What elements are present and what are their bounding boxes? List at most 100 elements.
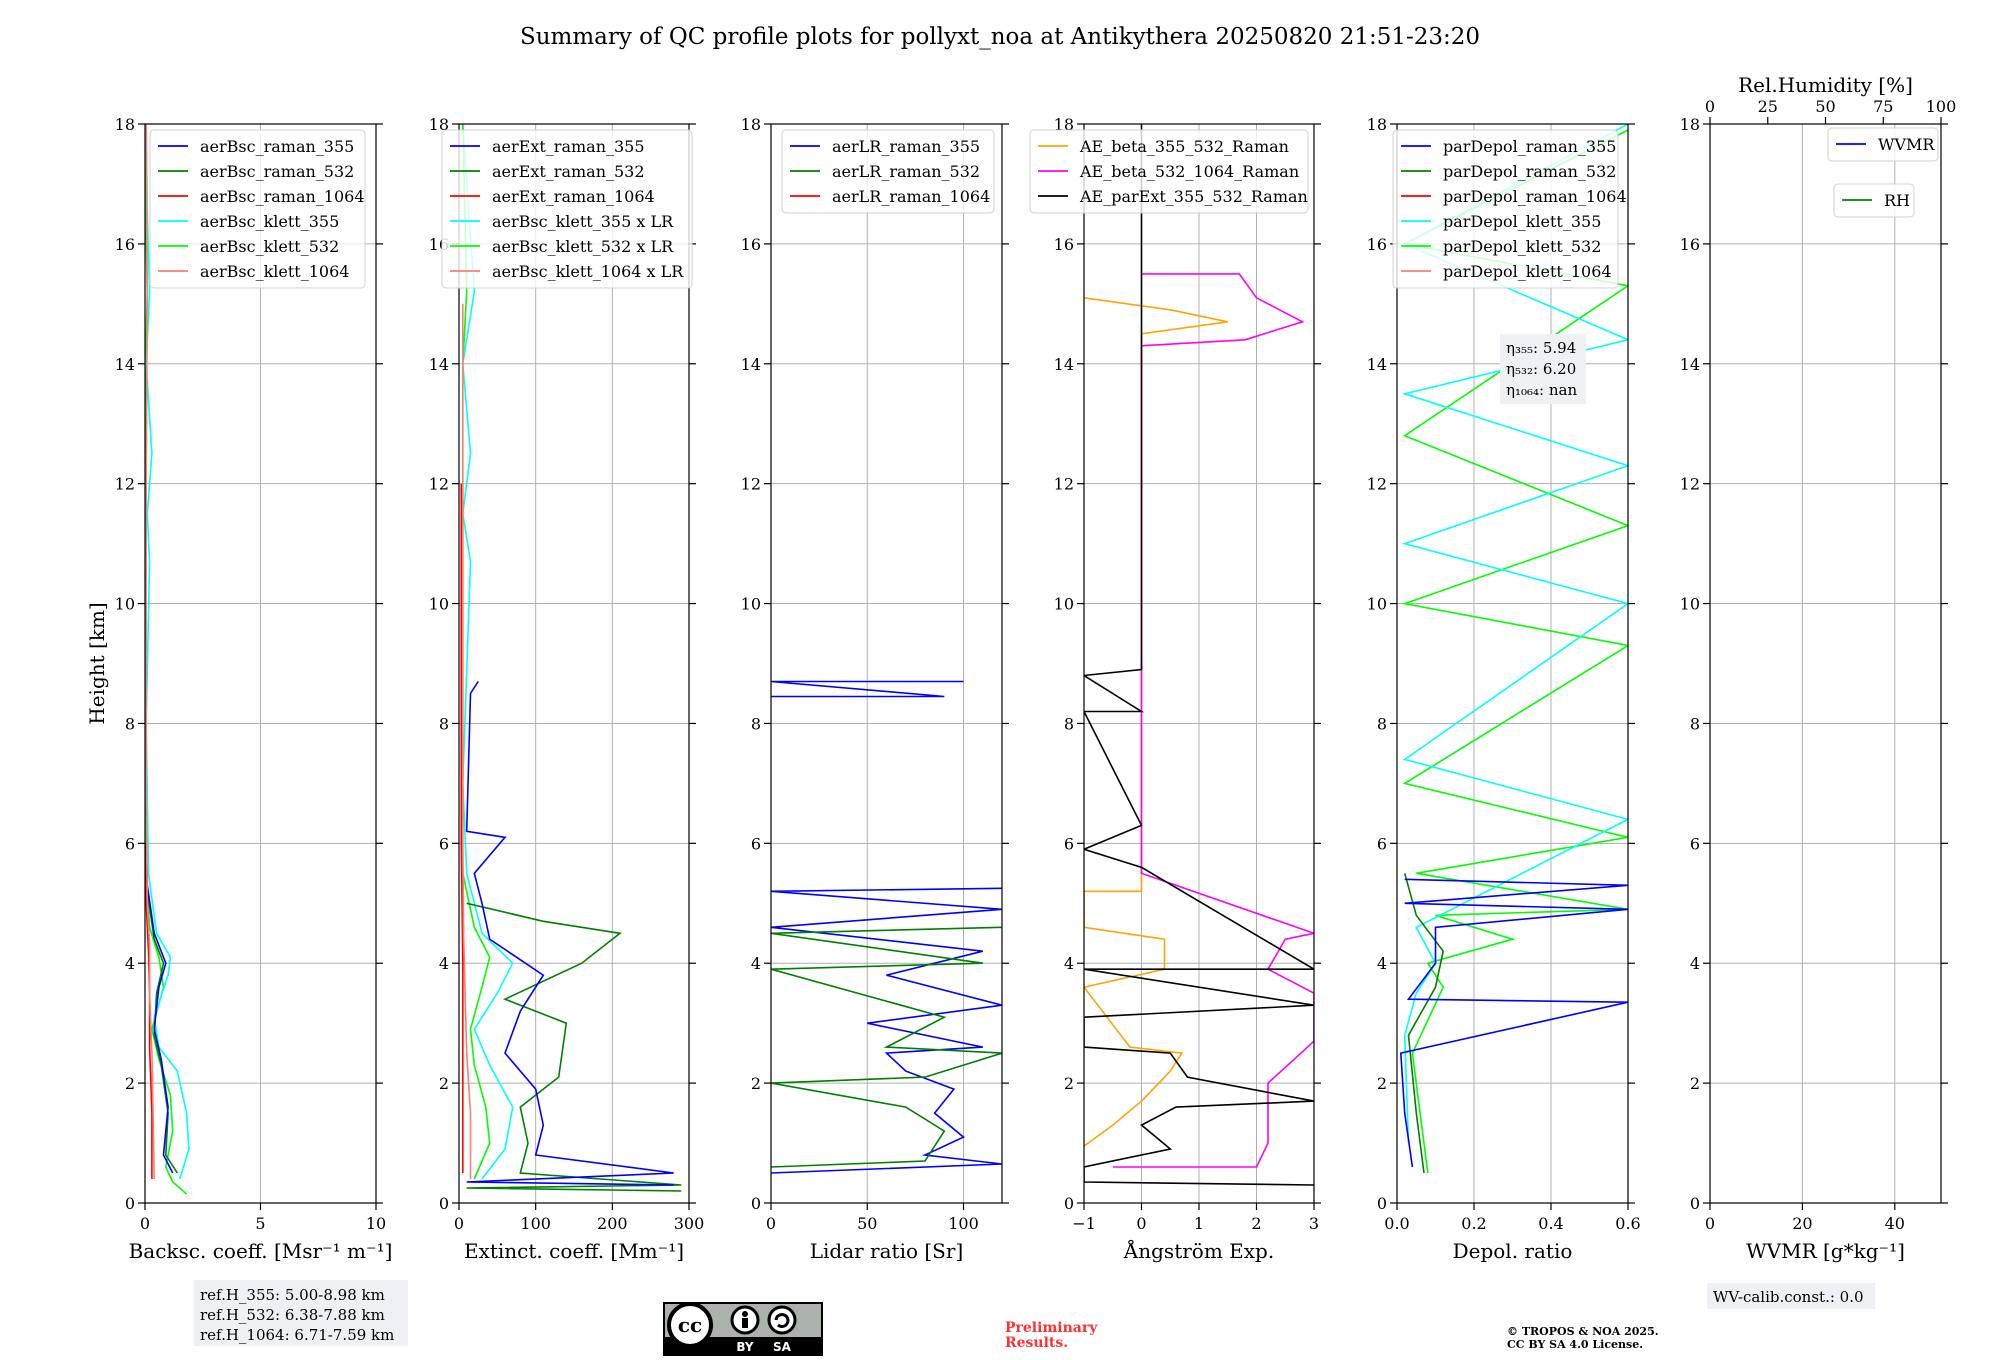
top-x-tick-label: 0 [1705,97,1715,116]
y-tick-label: 2 [751,1074,761,1093]
y-tick-label: 2 [1690,1074,1700,1093]
legend-box [441,129,693,289]
series-line-aerLR_raman_532 [771,926,1002,1168]
x-tick-label: 0.6 [1615,1214,1640,1233]
legend-wvmr: WVMR [1827,127,1939,162]
chart-panel-1: 0 2 4 6 8 10 12 14 16 18 0 5 10 Backsc. coeff. [Msr⁻¹… [85,115,392,1263]
y-tick-label: 14 [1680,355,1700,374]
series-group [1399,124,1628,1174]
y-tick-label: 4 [751,954,761,973]
x-tick-label: 0.0 [1384,1214,1409,1233]
ref-height-1064: ref.H_1064: 6.71-7.59 km [200,1326,394,1344]
y-tick-label: 12 [1680,475,1700,494]
legend-label: aerBsc_raman_532 [200,162,354,181]
series-line-aerBsc_klett_355 x LR [461,124,514,1180]
y-tick-label: 14 [115,355,135,374]
y-tick-label: 2 [1064,1074,1074,1093]
eta-text: η₅₃₂: 6.20 [1506,360,1576,378]
y-tick-label: 16 [741,235,761,254]
legend-label: aerBsc_raman_1064 [200,187,365,206]
legend-label: AE_beta_355_532_Raman [1079,137,1289,156]
y-tick-label: 8 [439,714,449,733]
legend-label: aerBsc_klett_355 [200,212,339,231]
y-tick-label: 12 [1367,475,1387,494]
y-tick-label: 8 [125,714,135,733]
top-x-tick-label: 50 [1815,97,1835,116]
legend-label: parDepol_raman_1064 [1443,187,1627,206]
series-line-aerBsc_klett_1064 [145,124,155,1180]
ref-height-532: ref.H_532: 6.38-7.88 km [200,1306,385,1324]
y-tick-label: 18 [1367,115,1387,134]
legend-box [1392,129,1619,289]
axes-frame [458,123,690,1204]
chart-panel-3: 0 2 4 6 8 10 12 14 16 18 0 50 100 Lidar ratio [Sr] aer… [741,115,1009,1263]
y-tick-label: 18 [115,115,135,134]
x-axis-label: Depol. ratio [1453,1239,1573,1263]
legend-label: aerBsc_klett_532 x LR [492,237,674,256]
x-axis-label: WVMR [g*kg⁻¹] [1746,1239,1905,1263]
series-group [460,124,682,1192]
legend-label: aerBsc_klett_1064 x LR [492,262,684,281]
series-group [771,680,1002,1174]
x-tick-label: 50 [857,1214,877,1233]
y-tick-label: 0 [439,1194,449,1213]
series-line-parDepol_raman_532 [1403,873,1445,1174]
x-axis-label: Extinct. coeff. [Mm⁻¹] [464,1239,684,1263]
x-tick-label: 0 [140,1214,150,1233]
top-x-tick-label: 100 [1926,97,1957,116]
figure-title: Summary of QC profile plots for pollyxt_… [520,24,1480,50]
y-tick-label: 16 [1054,235,1074,254]
share-alike-icon [767,1305,797,1335]
y-tick-label: 0 [1064,1194,1074,1213]
y-tick-label: 16 [115,235,135,254]
y-tick-label: 2 [439,1074,449,1093]
y-tick-label: 16 [1367,235,1387,254]
eta-text: η₃₅₅: 5.94 [1506,339,1576,357]
wv-calib-annotation: WV-calib.const.: 0.0 [1707,1283,1875,1309]
top-axis-label: Rel.Humidity [%] [1738,73,1913,97]
y-tick-label: 10 [429,595,449,614]
y-tick-label: 0 [1377,1194,1387,1213]
top-x-tick-label: 75 [1873,97,1893,116]
y-tick-label: 6 [439,834,449,853]
y-tick-label: 4 [439,954,449,973]
y-tick-label: 0 [125,1194,135,1213]
legend-label: parDepol_klett_532 [1443,237,1601,256]
x-axis-label: Backsc. coeff. [Msr⁻¹ m⁻¹] [129,1239,393,1263]
series-line-aerLR_raman_355 [771,887,1002,1174]
ref-height-355: ref.H_355: 5.00-8.98 km [200,1286,385,1304]
y-tick-label: 2 [125,1074,135,1093]
y-tick-label: 10 [115,595,135,614]
x-tick-label: 200 [597,1214,628,1233]
y-tick-label: 18 [1680,115,1700,134]
y-tick-label: 6 [1064,834,1074,853]
y-tick-label: 8 [1064,714,1074,733]
eta-text: η₁₀₆₄: nan [1506,381,1577,399]
eta-box [1500,334,1586,404]
wv-calib-text: WV-calib.const.: 0.0 [1713,1288,1864,1306]
legend-box [149,129,366,289]
series-line-AE_beta_532_1064_Raman [1112,273,1314,1168]
x-tick-label: 10 [366,1214,386,1233]
y-tick-label: 12 [741,475,761,494]
y-tick-label: 6 [1377,834,1387,853]
y-tick-label: 8 [1377,714,1387,733]
legend-label: parDepol_klett_355 [1443,212,1601,231]
y-tick-label: 10 [1680,595,1700,614]
series-line-aerBsc_klett_532 [145,124,188,1195]
x-tick-label: 1 [1194,1214,1204,1233]
legend: aerBsc_raman_355 aerBsc_raman_532 aerBsc_r… [149,129,366,289]
axes-frame [1709,123,1942,1204]
legend-box [781,129,995,214]
y-tick-label: 18 [741,115,761,134]
y-tick-label: 18 [429,115,449,134]
y-tick-label: 12 [1054,475,1074,494]
y-tick-label: 14 [741,355,761,374]
legend-label: RH [1884,191,1910,210]
x-axis-label: Lidar ratio [Sr] [810,1239,964,1263]
y-tick-label: 8 [751,714,761,733]
x-tick-label: 5 [255,1214,265,1233]
y-tick-label: 0 [1690,1194,1700,1213]
